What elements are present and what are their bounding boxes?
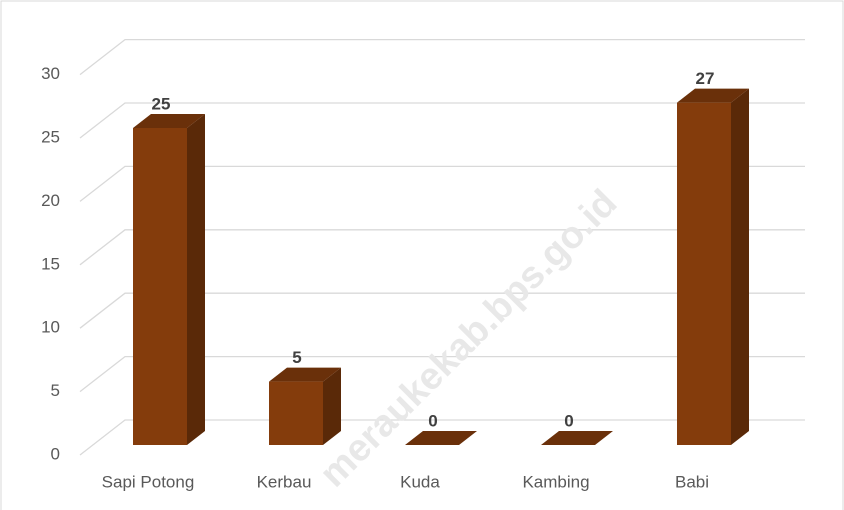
grid-line (79, 292, 805, 329)
y-tick-label: 20 (41, 191, 60, 210)
bar (269, 381, 323, 445)
grid-line (79, 419, 805, 456)
bar-side (731, 88, 749, 445)
y-tick-label: 0 (51, 444, 60, 463)
bar-top (405, 431, 477, 445)
value-label: 5 (292, 348, 301, 367)
x-tick-label: Sapi Potong (102, 472, 195, 491)
y-tick-label: 5 (51, 381, 60, 400)
grid-line (79, 355, 805, 393)
bar-top (269, 367, 341, 382)
value-label: 0 (564, 411, 573, 430)
y-tick-label: 15 (41, 254, 60, 273)
bar-top (541, 431, 613, 445)
watermark-group: meraukekab.bps.go.id (312, 182, 625, 495)
x-tick-label: Kerbau (257, 472, 312, 491)
value-label: 25 (152, 94, 171, 113)
x-tick-label: Babi (675, 472, 709, 491)
bar-top (677, 88, 749, 103)
grid-line (79, 165, 805, 202)
watermark: meraukekab.bps.go.id (312, 182, 625, 495)
y-tick-label: 10 (41, 318, 60, 337)
bar-side (323, 367, 341, 445)
bar-top (133, 114, 205, 128)
grid-line (79, 229, 805, 266)
x-tick-label: Kuda (400, 472, 440, 491)
bar-side (187, 114, 205, 445)
value-label: 0 (428, 411, 437, 430)
bar (677, 102, 731, 445)
bar (133, 128, 187, 445)
value-label: 27 (696, 69, 715, 88)
x-tick-label: Kambing (522, 472, 589, 491)
y-tick-label: 25 (41, 127, 60, 146)
y-tick-label: 30 (41, 64, 60, 83)
grid-line (79, 38, 805, 76)
grid-line (79, 102, 805, 139)
